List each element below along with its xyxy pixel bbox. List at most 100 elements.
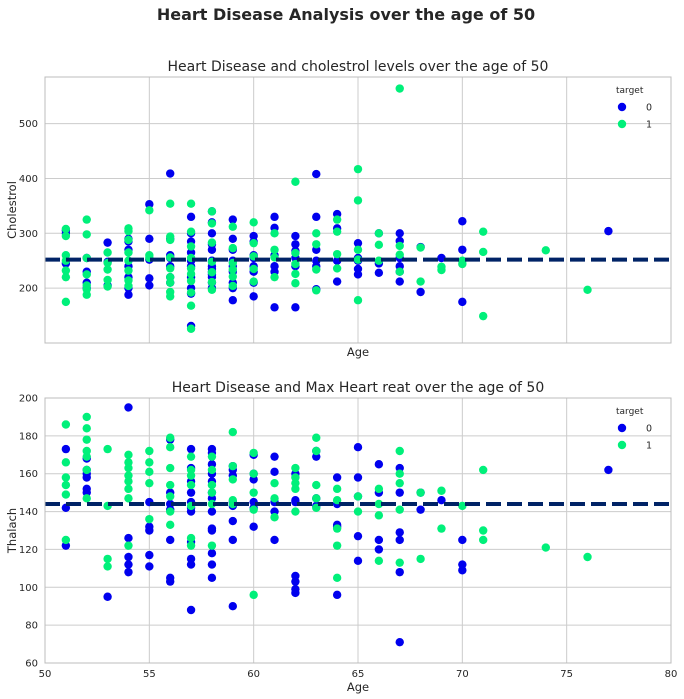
thalach-point-target-0 bbox=[374, 535, 384, 545]
thalach-point-target-1 bbox=[312, 446, 321, 456]
cholesterol-point-target-1 bbox=[332, 249, 342, 259]
cholesterol-point-target-1 bbox=[186, 276, 196, 286]
thalach-point-target-0 bbox=[103, 592, 112, 601]
cholesterol-legend-label-1: 1 bbox=[646, 120, 652, 131]
cholesterol-point-target-0 bbox=[145, 281, 154, 290]
thalach-y-tick-label: 140 bbox=[19, 507, 38, 518]
cholesterol-y-tick-label: 500 bbox=[19, 119, 38, 130]
cholesterol-y-tick-label: 200 bbox=[19, 284, 38, 295]
thalach-point-target-0 bbox=[416, 505, 425, 514]
cholesterol-legend-marker-1 bbox=[617, 119, 627, 129]
cholesterol-point-target-1 bbox=[61, 272, 71, 282]
cholesterol-point-target-1 bbox=[479, 247, 488, 257]
cholesterol-point-target-1 bbox=[103, 275, 112, 285]
thalach-point-target-1 bbox=[145, 478, 154, 488]
thalach-point-target-0 bbox=[186, 444, 196, 454]
cholesterol-point-target-0 bbox=[395, 229, 404, 238]
cholesterol-point-target-1 bbox=[270, 245, 279, 254]
thalach-point-target-1 bbox=[186, 480, 196, 490]
thalach-point-target-0 bbox=[395, 567, 404, 577]
cholesterol-point-target-1 bbox=[103, 282, 112, 291]
thalach-point-target-1 bbox=[82, 424, 91, 433]
figure-suptitle: Heart Disease Analysis over the age of 5… bbox=[157, 5, 535, 24]
cholesterol-point-target-0 bbox=[353, 238, 363, 248]
cholesterol-point-target-1 bbox=[61, 231, 71, 241]
thalach-legend-marker-0 bbox=[617, 423, 627, 433]
cholesterol-point-target-0 bbox=[103, 238, 112, 247]
cholesterol-point-target-1 bbox=[186, 269, 196, 279]
thalach-point-target-0 bbox=[166, 577, 175, 586]
thalach-point-target-0 bbox=[124, 533, 133, 543]
thalach-point-target-0 bbox=[124, 560, 133, 569]
thalach-point-target-1 bbox=[207, 541, 217, 550]
thalach-point-target-1 bbox=[437, 524, 446, 533]
thalach-point-target-1 bbox=[166, 520, 175, 530]
cholesterol-point-target-0 bbox=[228, 296, 237, 305]
cholesterol-point-target-1 bbox=[479, 311, 488, 321]
cholesterol-point-target-1 bbox=[82, 230, 91, 239]
thalach-point-target-0 bbox=[437, 496, 446, 505]
thalach-point-target-0 bbox=[458, 535, 467, 545]
cholesterol-legend-label-0: 0 bbox=[646, 103, 652, 114]
thalach-point-target-0 bbox=[61, 444, 71, 454]
cholesterol-point-target-1 bbox=[228, 281, 237, 291]
cholesterol-point-target-1 bbox=[124, 248, 133, 257]
thalach-point-target-1 bbox=[437, 486, 446, 495]
thalach-point-target-0 bbox=[186, 488, 196, 497]
thalach-point-target-1 bbox=[124, 484, 133, 494]
cholesterol-point-target-1 bbox=[374, 256, 384, 265]
cholesterol-point-target-0 bbox=[207, 245, 217, 254]
cholesterol-title: Heart Disease and cholestrol levels over… bbox=[168, 59, 549, 75]
cholesterol-point-target-1 bbox=[249, 238, 258, 248]
thalach-point-target-1 bbox=[61, 420, 71, 429]
thalach-point-target-1 bbox=[145, 458, 154, 467]
thalach-point-target-0 bbox=[186, 560, 196, 569]
thalach-point-target-1 bbox=[186, 471, 196, 480]
thalach-x-axis-label: Age bbox=[347, 680, 369, 694]
cholesterol-point-target-0 bbox=[186, 212, 196, 222]
cholesterol-point-target-1 bbox=[186, 199, 196, 208]
cholesterol-point-target-1 bbox=[312, 240, 321, 249]
thalach-point-target-1 bbox=[479, 535, 488, 545]
thalach-point-target-1 bbox=[166, 507, 175, 516]
thalach-point-target-0 bbox=[270, 535, 279, 545]
thalach-point-target-1 bbox=[82, 412, 91, 422]
thalach-point-target-0 bbox=[353, 531, 363, 541]
thalach-legend-label-0: 0 bbox=[646, 424, 652, 435]
cholesterol-point-target-1 bbox=[249, 264, 258, 274]
cholesterol-point-target-0 bbox=[145, 200, 154, 209]
thalach-point-target-1 bbox=[166, 463, 175, 473]
thalach-point-target-0 bbox=[291, 588, 300, 598]
thalach-point-target-1 bbox=[249, 505, 258, 514]
thalach-point-target-1 bbox=[124, 541, 133, 550]
cholesterol-point-target-1 bbox=[291, 279, 300, 288]
cholesterol-point-target-1 bbox=[207, 268, 217, 277]
cholesterol-point-target-0 bbox=[145, 234, 154, 243]
thalach-point-target-1 bbox=[374, 511, 384, 520]
cholesterol-point-target-1 bbox=[332, 227, 342, 236]
cholesterol-point-target-0 bbox=[228, 234, 237, 243]
cholesterol-point-target-1 bbox=[228, 272, 237, 281]
thalach-point-target-0 bbox=[374, 460, 384, 469]
thalach-x-tick-label: 60 bbox=[247, 669, 260, 680]
thalach-x-tick-label: 50 bbox=[39, 669, 52, 680]
thalach-point-target-0 bbox=[395, 535, 404, 545]
thalach-point-target-0 bbox=[353, 556, 363, 565]
cholesterol-point-target-1 bbox=[124, 235, 133, 245]
thalach-point-target-0 bbox=[82, 473, 91, 482]
thalach-x-tick-label: 55 bbox=[143, 669, 156, 680]
cholesterol-tick-labels: 200 300 400 500 bbox=[19, 119, 38, 295]
thalach-point-target-0 bbox=[395, 637, 404, 647]
cholesterol-point-target-1 bbox=[228, 222, 237, 231]
thalach-point-target-1 bbox=[124, 463, 133, 473]
thalach-panel: 50 55 60 65 70 75 80 60 80 100 120 140 160 180 200 Hea… bbox=[5, 380, 677, 694]
cholesterol-point-target-1 bbox=[186, 288, 196, 297]
cholesterol-point-target-1 bbox=[186, 242, 196, 251]
thalach-point-target-1 bbox=[458, 501, 467, 511]
cholesterol-point-target-1 bbox=[186, 324, 196, 333]
thalach-y-tick-label: 180 bbox=[19, 431, 38, 442]
cholesterol-point-target-1 bbox=[61, 297, 71, 307]
thalach-point-target-0 bbox=[270, 452, 279, 461]
thalach-point-target-1 bbox=[186, 533, 196, 543]
